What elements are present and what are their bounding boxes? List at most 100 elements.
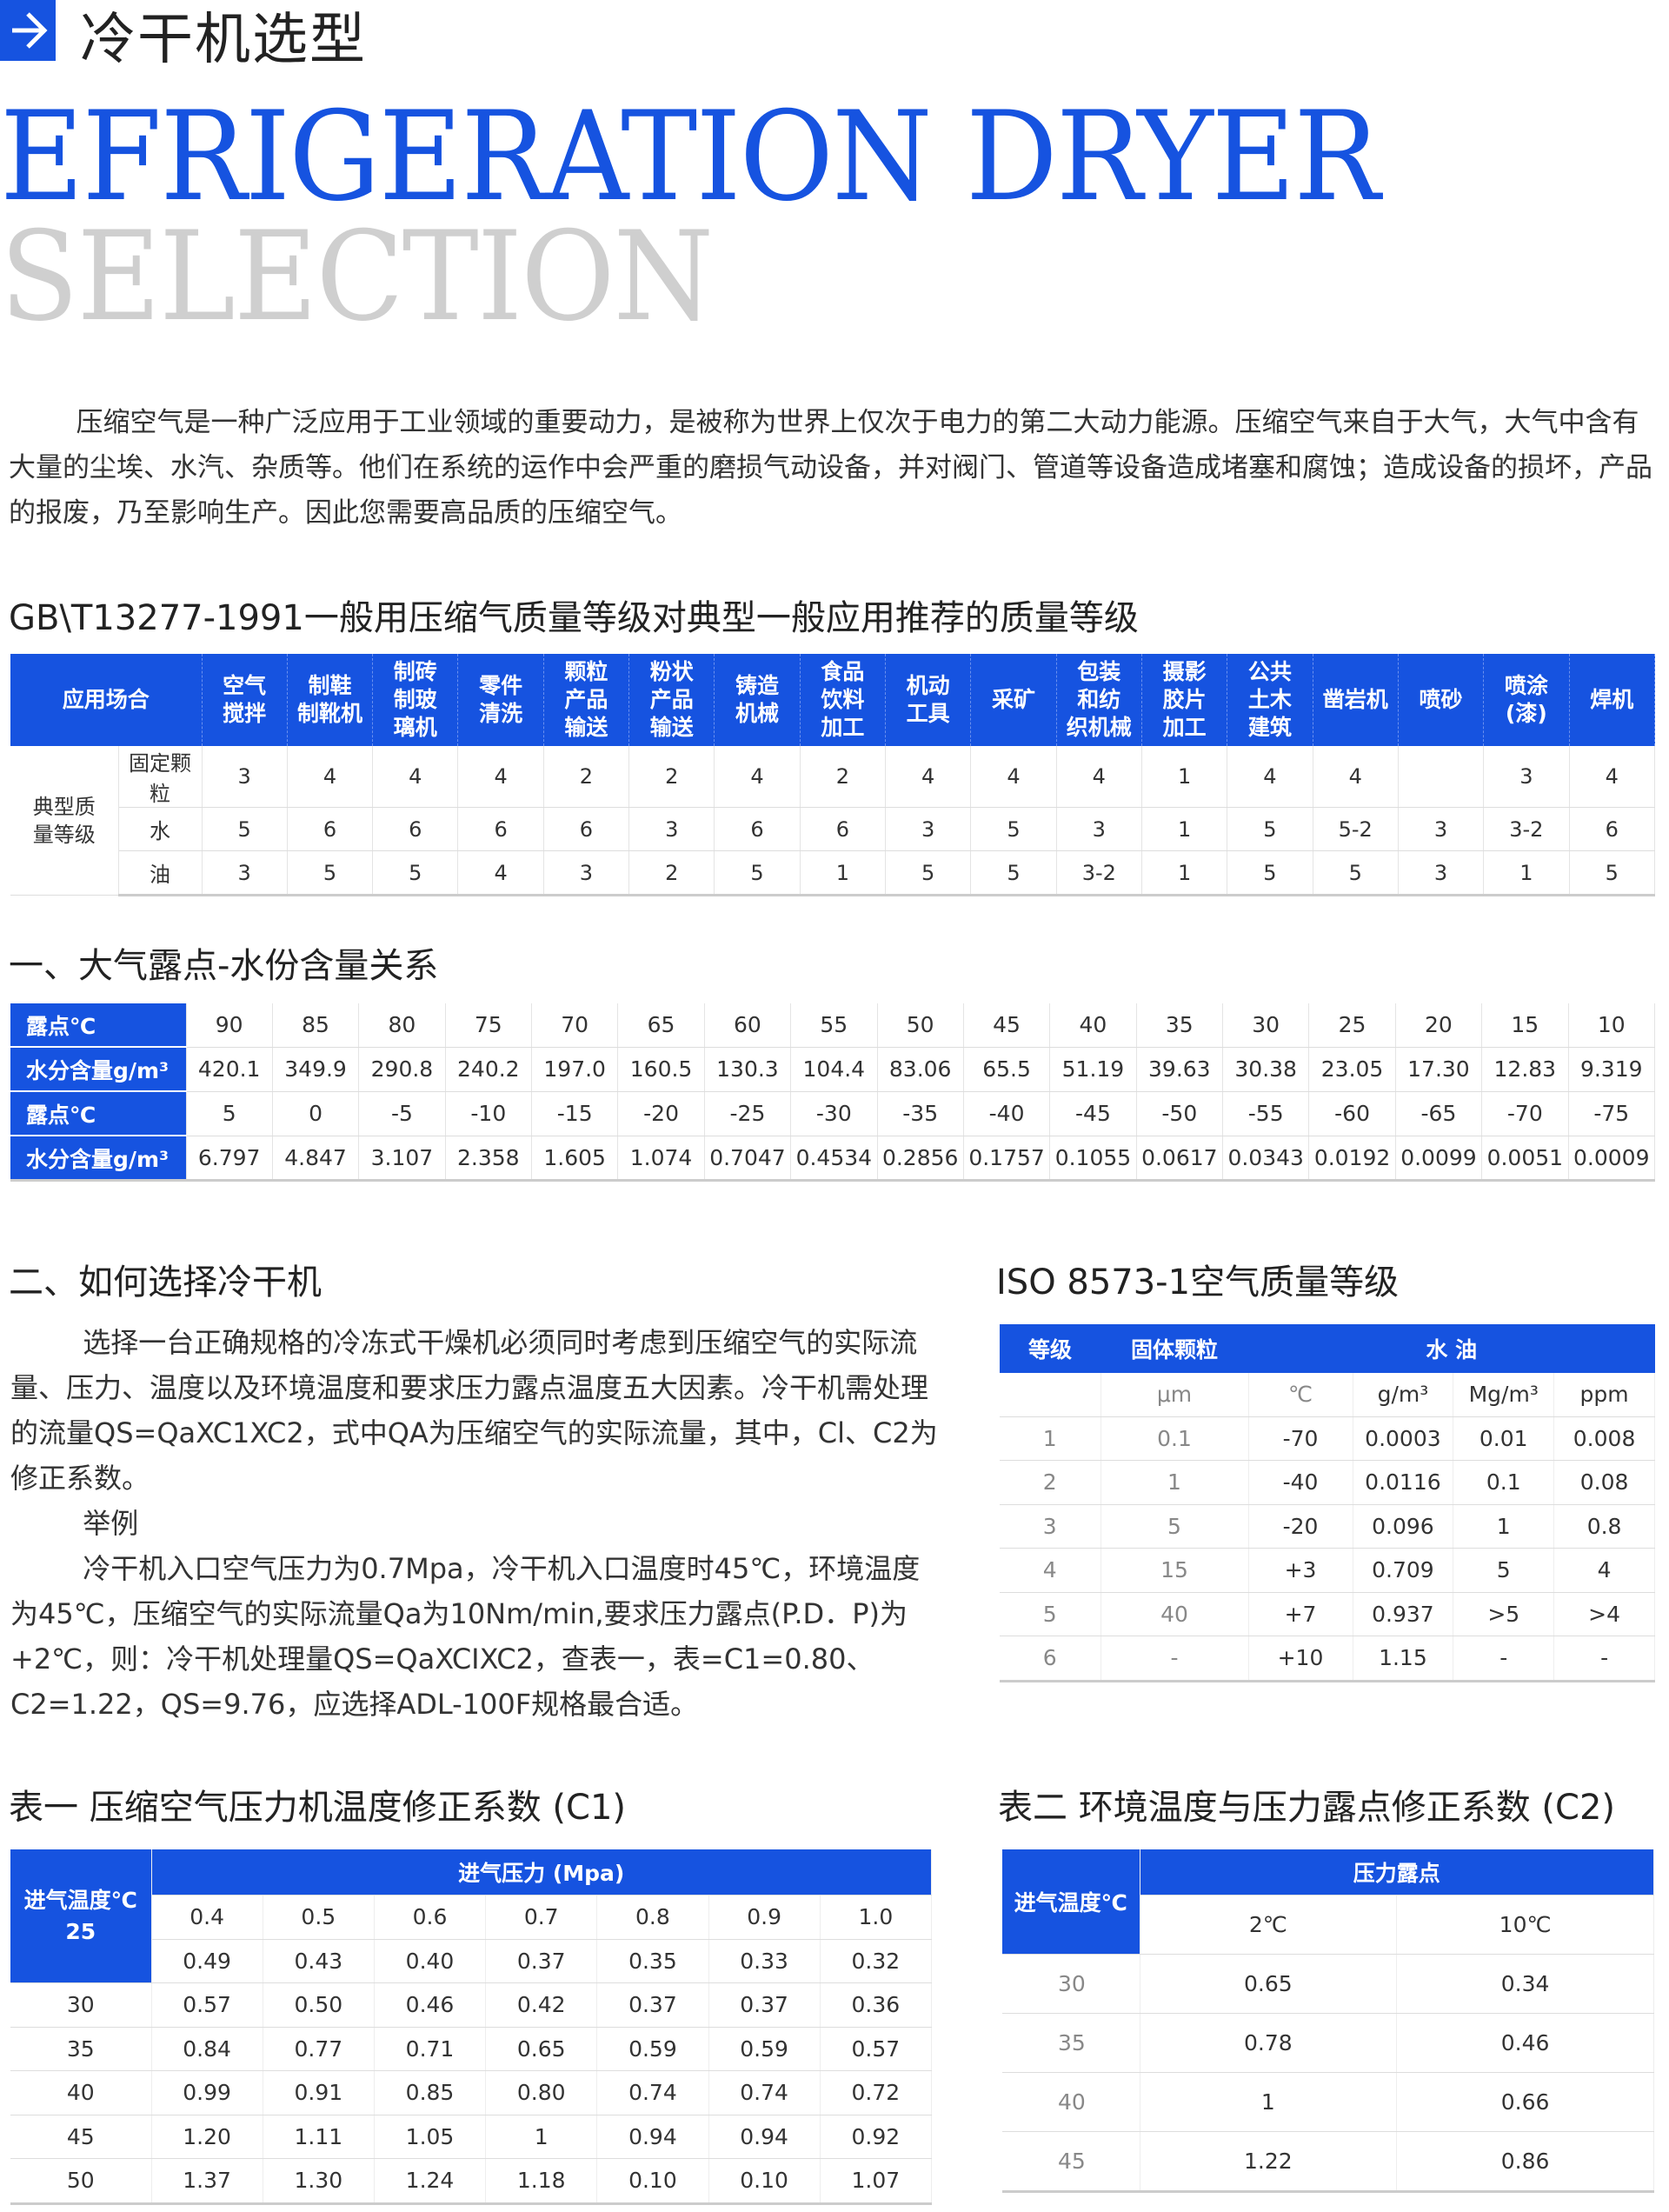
cell: 80 <box>358 1003 446 1048</box>
table-row: 30 0.57 0.50 0.46 0.42 0.37 0.37 0.36 <box>10 1982 933 2028</box>
cell: 0.49 <box>151 1939 263 1983</box>
corner-header: 应用场合 <box>10 654 203 746</box>
column-header: 喷砂 <box>1398 654 1485 746</box>
dew-cell: 10℃ <box>1396 1895 1654 1955</box>
cell: 0.34 <box>1396 1954 1654 2014</box>
cell: 4 <box>457 746 544 808</box>
column-header: 公共 土木 建筑 <box>1227 654 1313 746</box>
cell: 3 <box>543 850 630 896</box>
cell: >4 <box>1553 1592 1655 1636</box>
cell: 1 <box>1100 1460 1249 1505</box>
cell: 0.74 <box>596 2070 709 2115</box>
cell: 4 <box>1227 746 1313 808</box>
cell: 0.59 <box>708 2027 821 2071</box>
cell: 0.0617 <box>1136 1136 1224 1182</box>
table-row: 1 0.1 -70 0.0003 0.01 0.008 <box>1000 1416 1655 1461</box>
howto-paragraph: 举例 <box>83 1507 139 1540</box>
cell: 0.42 <box>485 1982 598 2028</box>
cell: 1.20 <box>151 2115 263 2159</box>
cell: 0.77 <box>263 2027 375 2071</box>
cell: 0.0003 <box>1353 1416 1454 1461</box>
english-title-line2: SELECTION <box>0 205 714 349</box>
cell: 5 <box>372 850 459 896</box>
cell: 15 <box>1100 1548 1249 1593</box>
cell: 0.99 <box>151 2070 263 2115</box>
row-label: 露点℃ <box>10 1091 187 1136</box>
cell: 0.46 <box>1396 2013 1654 2073</box>
cell: 85 <box>272 1003 360 1048</box>
cell: 0.2856 <box>877 1136 964 1182</box>
row-temp: 45 <box>10 2115 152 2159</box>
table-row: 35 0.84 0.77 0.71 0.65 0.59 0.59 0.57 <box>10 2027 933 2071</box>
table-row: 水分含量g/m³ 420.1 349.9 290.8 240.2 197.0 160.5 13… <box>10 1047 1655 1092</box>
cell: 1.11 <box>263 2115 375 2159</box>
cell: 9.319 <box>1568 1047 1655 1092</box>
cell: 5-2 <box>1313 807 1399 851</box>
table-row: 水分含量g/m³ 6.797 4.847 3.107 2.358 1.605 1.074 0.… <box>10 1136 1655 1182</box>
cell: -65 <box>1395 1091 1483 1136</box>
cell: 75 <box>445 1003 533 1048</box>
cell: 6 <box>800 807 887 851</box>
cell: 1.30 <box>263 2158 375 2205</box>
cell: 0.33 <box>708 1939 821 1983</box>
cell: 0.0116 <box>1353 1460 1454 1505</box>
cell: -45 <box>1049 1091 1137 1136</box>
pressure-cell: 0.4 <box>151 1895 263 1940</box>
cell: 39.63 <box>1136 1047 1224 1092</box>
column-header: 机动 工具 <box>885 654 972 746</box>
cell: 40 <box>1100 1592 1249 1636</box>
cell: 0.4534 <box>790 1136 878 1182</box>
column-header: 颗粒 产品 输送 <box>543 654 630 746</box>
cell: +3 <box>1248 1548 1353 1593</box>
unit-cell: μm <box>1100 1373 1249 1417</box>
intro-paragraph: 压缩空气是一种广泛应用于工业领域的重要动力，是被称为世界上仅次于电力的第二大动力… <box>9 407 1652 529</box>
cell: 25 <box>1308 1003 1396 1048</box>
table-row: 0.49 0.43 0.40 0.37 0.35 0.33 0.32 <box>10 1939 933 1983</box>
cell: -55 <box>1222 1091 1310 1136</box>
cell: 5 <box>186 1091 273 1136</box>
cell: 23.05 <box>1308 1047 1396 1092</box>
pressure-row: 0.4 0.5 0.6 0.7 0.8 0.9 1.0 <box>10 1895 933 1940</box>
cell: 6 <box>1569 807 1656 851</box>
cell: 0.37 <box>708 1982 821 2028</box>
corner-header: 进气温度℃ 25 <box>10 1849 152 1983</box>
cell: 51.19 <box>1049 1047 1137 1092</box>
unit-cell: ℃ <box>1248 1373 1353 1417</box>
row-temp: 35 <box>1002 2013 1140 2073</box>
pressure-cell: 0.8 <box>596 1895 709 1940</box>
cell: 17.30 <box>1395 1047 1483 1092</box>
column-header: 粉状 产品 输送 <box>628 654 715 746</box>
pressure-cell: 1.0 <box>820 1895 933 1940</box>
cell: 4 <box>1056 746 1142 808</box>
table-row: 45 1.22 0.86 <box>1002 2131 1654 2193</box>
iso-quality-table: 等级 固体颗粒水 油 μm ℃ g/m³ Mg/m³ ppm 1 0.1 -70 0.0003 0.0… <box>1000 1324 1655 1682</box>
cell: -40 <box>963 1091 1051 1136</box>
row-temp: 35 <box>10 2027 152 2071</box>
cell: 3 <box>1000 1504 1101 1549</box>
cell: 3-2 <box>1483 807 1570 851</box>
cell: 0.1055 <box>1049 1136 1137 1182</box>
table-row: 油 3 5 5 4 3 2 5 1 5 5 3-2 1 5 5 3 1 5 <box>10 850 1656 896</box>
cell: 3 <box>202 850 288 896</box>
cell: 35 <box>1136 1003 1224 1048</box>
cell: -35 <box>877 1091 964 1136</box>
cell: 0.57 <box>151 1982 263 2028</box>
cell: 0.57 <box>820 2027 933 2071</box>
cell: 4 <box>714 746 801 808</box>
cell: 3.107 <box>358 1136 446 1182</box>
cell: 6 <box>287 807 374 851</box>
cell: 4 <box>1569 746 1656 808</box>
arrow-right-icon <box>0 0 56 61</box>
cell: -15 <box>531 1091 619 1136</box>
gb-table-title: GB\T13277-1991一般用压缩气质量等级对典型一般应用推荐的质量等级 <box>9 598 1139 638</box>
cell: 3 <box>885 807 972 851</box>
c1-correction-table: 进气温度℃ 25 进气压力 (Mpa) 0.4 0.5 0.6 0.7 0.8 0.9 1.0 0… <box>10 1849 933 2205</box>
cell: - <box>1100 1636 1249 1682</box>
cell: 1 <box>1483 850 1570 896</box>
cell: 2.358 <box>445 1136 533 1182</box>
cell: 0.10 <box>708 2158 821 2205</box>
table2-title: 表二 环境温度与压力露点修正系数 (C2) <box>998 1788 1616 1828</box>
column-header: 凿岩机 <box>1313 654 1399 746</box>
cell: 3-2 <box>1056 850 1142 896</box>
row-label: 水分含量g/m³ <box>10 1136 187 1182</box>
